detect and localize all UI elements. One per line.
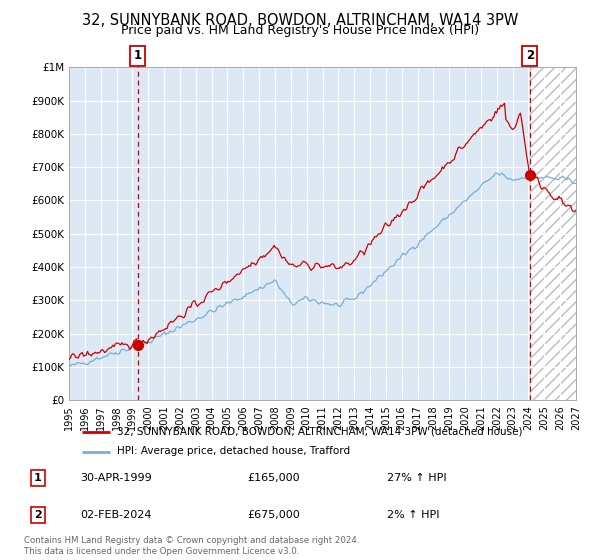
Bar: [530, 67, 576, 400]
Text: HPI: Average price, detached house, Trafford: HPI: Average price, detached house, Traf…: [117, 446, 350, 456]
Text: Price paid vs. HM Land Registry's House Price Index (HPI): Price paid vs. HM Land Registry's House …: [121, 24, 479, 38]
Text: 1: 1: [134, 49, 142, 62]
Text: 2: 2: [526, 49, 534, 62]
Text: £165,000: £165,000: [247, 473, 300, 483]
Text: 30-APR-1999: 30-APR-1999: [80, 473, 152, 483]
Text: 32, SUNNYBANK ROAD, BOWDON, ALTRINCHAM, WA14 3PW (detached house): 32, SUNNYBANK ROAD, BOWDON, ALTRINCHAM, …: [117, 427, 523, 437]
Text: 1: 1: [34, 473, 42, 483]
Text: 2% ↑ HPI: 2% ↑ HPI: [387, 510, 439, 520]
Text: Contains HM Land Registry data © Crown copyright and database right 2024.
This d: Contains HM Land Registry data © Crown c…: [24, 536, 359, 556]
Text: 02-FEB-2024: 02-FEB-2024: [80, 510, 151, 520]
Bar: [69, 67, 530, 400]
Text: 2: 2: [34, 510, 42, 520]
Text: 27% ↑ HPI: 27% ↑ HPI: [387, 473, 446, 483]
Text: £675,000: £675,000: [247, 510, 300, 520]
Text: 32, SUNNYBANK ROAD, BOWDON, ALTRINCHAM, WA14 3PW: 32, SUNNYBANK ROAD, BOWDON, ALTRINCHAM, …: [82, 13, 518, 27]
